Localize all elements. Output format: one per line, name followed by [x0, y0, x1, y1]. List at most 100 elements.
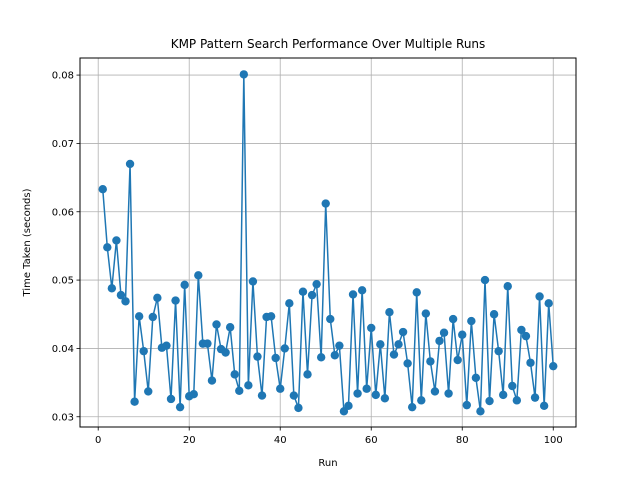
data-point — [417, 396, 426, 405]
data-point — [535, 292, 544, 301]
data-point — [398, 327, 408, 337]
series-line-layer — [102, 73, 554, 413]
series-line — [102, 73, 554, 413]
data-point — [448, 314, 458, 324]
data-point — [476, 407, 485, 416]
data-point — [139, 346, 148, 356]
x-tick-label: 40 — [274, 435, 287, 446]
data-point — [180, 280, 189, 290]
data-point — [430, 387, 440, 396]
chart-title: KMP Pattern Search Performance Over Mult… — [171, 37, 486, 51]
data-point — [316, 353, 326, 362]
data-point — [289, 391, 299, 400]
y-tick-label: 0.05 — [52, 276, 74, 287]
data-point — [512, 396, 522, 405]
data-point — [435, 336, 444, 346]
data-point — [207, 376, 217, 385]
data-point — [175, 402, 185, 412]
data-point — [544, 299, 553, 308]
x-axis-label: Run — [318, 458, 337, 469]
data-point — [330, 351, 340, 360]
data-point — [153, 293, 162, 303]
data-point — [271, 353, 280, 363]
data-point — [280, 344, 289, 353]
data-point — [380, 394, 390, 403]
data-point — [321, 199, 330, 208]
data-point — [225, 323, 235, 332]
data-point — [394, 340, 403, 349]
data-point — [326, 314, 335, 324]
data-point — [125, 159, 135, 169]
data-point — [221, 348, 230, 357]
data-point — [162, 341, 171, 350]
axis-ticks: 0 20 40 60 80 100 0.03 0.04 0.05 0.06 0.07 0.08 — [52, 71, 563, 446]
x-tick-label: 0 — [95, 435, 101, 446]
data-point — [353, 389, 362, 398]
data-point — [248, 277, 258, 286]
data-point — [421, 309, 431, 318]
data-point — [239, 70, 249, 79]
data-point — [148, 312, 158, 322]
x-tick-label: 60 — [365, 435, 378, 446]
data-point — [107, 284, 117, 293]
x-tick-label: 20 — [183, 435, 196, 446]
data-point — [362, 384, 371, 393]
data-point — [335, 341, 344, 350]
data-point — [116, 290, 126, 300]
data-point — [403, 359, 412, 368]
data-point — [253, 352, 262, 361]
data-point — [230, 370, 239, 379]
data-point — [244, 381, 253, 390]
data-point — [235, 386, 244, 395]
data-point — [130, 397, 139, 406]
data-point — [144, 387, 153, 396]
data-point — [412, 288, 421, 297]
data-point — [266, 312, 276, 321]
data-point — [480, 275, 490, 285]
data-point — [453, 355, 462, 365]
data-point — [503, 282, 512, 291]
y-tick-label: 0.06 — [52, 207, 74, 218]
data-point — [307, 290, 317, 300]
data-point — [439, 328, 449, 337]
data-point — [212, 320, 221, 329]
data-point — [407, 402, 417, 412]
y-tick-label: 0.04 — [52, 344, 74, 355]
data-point — [521, 331, 531, 341]
data-point — [376, 340, 385, 349]
data-point — [312, 279, 321, 289]
data-point — [489, 310, 499, 319]
data-point — [357, 286, 367, 295]
data-point — [112, 236, 121, 245]
data-point — [371, 390, 380, 400]
data-point — [458, 330, 467, 339]
data-point — [462, 400, 471, 410]
data-point — [426, 357, 435, 366]
data-point — [121, 297, 130, 306]
data-point — [385, 308, 394, 317]
data-point — [171, 296, 180, 305]
data-point — [530, 393, 540, 402]
data-point — [508, 381, 517, 391]
data-point — [285, 299, 294, 308]
data-point — [257, 391, 267, 400]
data-point — [344, 401, 353, 411]
data-point — [467, 316, 476, 326]
data-point — [194, 271, 203, 280]
data-point — [189, 390, 198, 399]
y-tick-label: 0.08 — [52, 71, 74, 82]
data-point — [494, 346, 503, 356]
data-point — [539, 401, 549, 411]
data-point — [134, 312, 144, 321]
y-tick-label: 0.07 — [52, 139, 74, 150]
data-point — [166, 394, 176, 404]
x-tick-label: 80 — [456, 435, 469, 446]
y-axis-label: Time Taken (seconds) — [22, 188, 33, 297]
data-point — [389, 350, 399, 359]
data-point — [298, 287, 308, 296]
data-point — [517, 325, 526, 335]
plot-area-frame — [79, 57, 577, 428]
data-point — [485, 396, 494, 406]
data-point — [471, 373, 481, 382]
